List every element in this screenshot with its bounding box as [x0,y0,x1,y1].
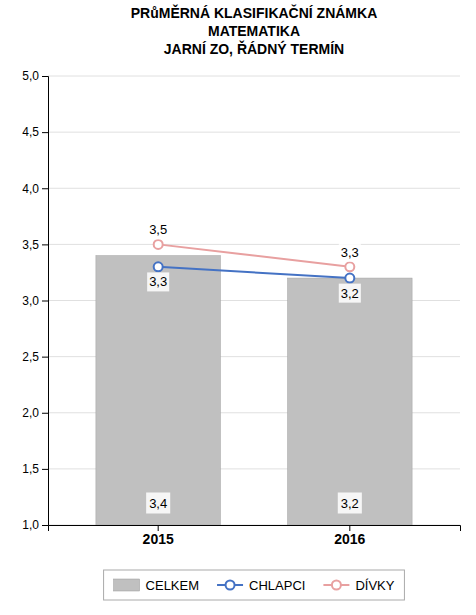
y-tick-mark [42,244,48,245]
data-label-background [338,493,362,514]
data-label-text: 3,3 [149,274,167,289]
grid-line [48,244,460,245]
data-label: 3,2 [338,493,362,514]
y-tick-label: 4,0 [22,182,39,196]
y-tick-mark [42,132,48,133]
legend-marker [226,581,235,590]
legend-label: DÍVKY [355,578,394,593]
data-label: 3,3 [339,243,361,262]
data-label-background [146,493,170,514]
title-line: PRůMĚRNÁ KLASIFIKAČNÍ ZNÁMKA [131,4,378,21]
data-label: 3,4 [146,493,170,514]
data-label: 3,5 [147,220,169,239]
data-label-text: 3,2 [341,496,359,511]
y-tick: 3,5 [22,238,48,252]
x-axis-line [49,526,461,532]
y-tick-label: 1,5 [22,462,39,476]
y-tick-mark [42,525,48,526]
title-line: MATEMATIKA [208,23,300,39]
legend-item: CHLAPCI [217,578,305,593]
y-tick-label: 3,5 [22,238,39,252]
data-label-text: 3,5 [149,222,167,237]
data-label: 3,3 [147,272,169,291]
y-tick-label: 2,5 [22,350,39,364]
bar [288,278,413,525]
y-tick-label: 4,5 [22,125,39,139]
data-label: 3,2 [339,284,361,303]
y-tick: 4,0 [22,182,48,196]
marker [154,262,163,271]
line [158,267,350,278]
y-tick-mark [42,357,48,358]
title: PRůMĚRNÁ KLASIFIKAČNÍ ZNÁMKA MATEMATIKAJA… [131,4,378,57]
y-tick-label: 1,0 [22,518,39,532]
grid-line [48,188,460,189]
chart: PRůMĚRNÁ KLASIFIKAČNÍ ZNÁMKA MATEMATIKAJA… [0,0,476,615]
x-tick: 2016 [334,525,365,547]
marks [96,240,412,525]
title-line: JARNÍ ZO, ŘÁDNÝ TERMÍN [164,40,344,57]
y-axis-line [42,77,49,526]
legend-item: DÍVKY [323,578,394,593]
y-tick: 5,0 [22,69,48,83]
marker [154,240,163,249]
legend-label: CHLAPCI [249,578,305,593]
grid [48,76,460,525]
y-tick: 2,5 [22,350,48,364]
y-tick-label: 5,0 [22,69,39,83]
data-label-text: 3,2 [341,286,359,301]
data-label-background [147,220,169,239]
y-tick-label: 2,0 [22,406,39,420]
legend-label: CELKEM [146,578,199,593]
y-tick-mark [42,413,48,414]
data-label-text: 3,3 [341,245,359,260]
legend-item: CELKEM [114,578,199,593]
y-tick-label: 3,0 [22,294,39,308]
grid-line [48,76,460,77]
legend: CELKEM CHLAPCI DÍVKY [104,570,405,600]
y-tick: 4,5 [22,125,48,139]
data-label-text: 3,4 [149,496,167,511]
y-tick: 1,0 [22,518,48,532]
legend-swatch [114,579,140,591]
marker [345,262,354,271]
data-label-background [147,272,169,291]
data-labels: 3,4 3,2 3,3 3,2 3,5 3,3 [146,220,362,513]
line [158,244,350,266]
y-tick-mark [42,469,48,470]
data-label-background [339,243,361,262]
data-label-background [339,284,361,303]
grid-line [48,132,460,133]
y-tick: 3,0 [22,294,48,308]
y-tick: 2,0 [22,406,48,420]
x-tick-label: 2015 [143,531,174,547]
legend-frame [104,570,405,600]
legend-marker [332,581,341,590]
x-tick-label: 2016 [334,531,365,547]
plot: 1,01,52,02,53,03,54,04,55,0201520163,43,… [22,69,460,547]
y-tick-mark [42,301,48,302]
y-axis: 1,0 1,5 2,0 2,5 3,0 3,5 4,0 4,5 5,0 [22,69,48,532]
y-tick: 1,5 [22,462,48,476]
x-axis: 2015 2016 [49,525,461,547]
marker [345,274,354,283]
x-tick: 2015 [143,525,174,547]
y-tick-mark [42,188,48,189]
y-tick-mark [42,76,48,77]
bar [96,256,221,525]
